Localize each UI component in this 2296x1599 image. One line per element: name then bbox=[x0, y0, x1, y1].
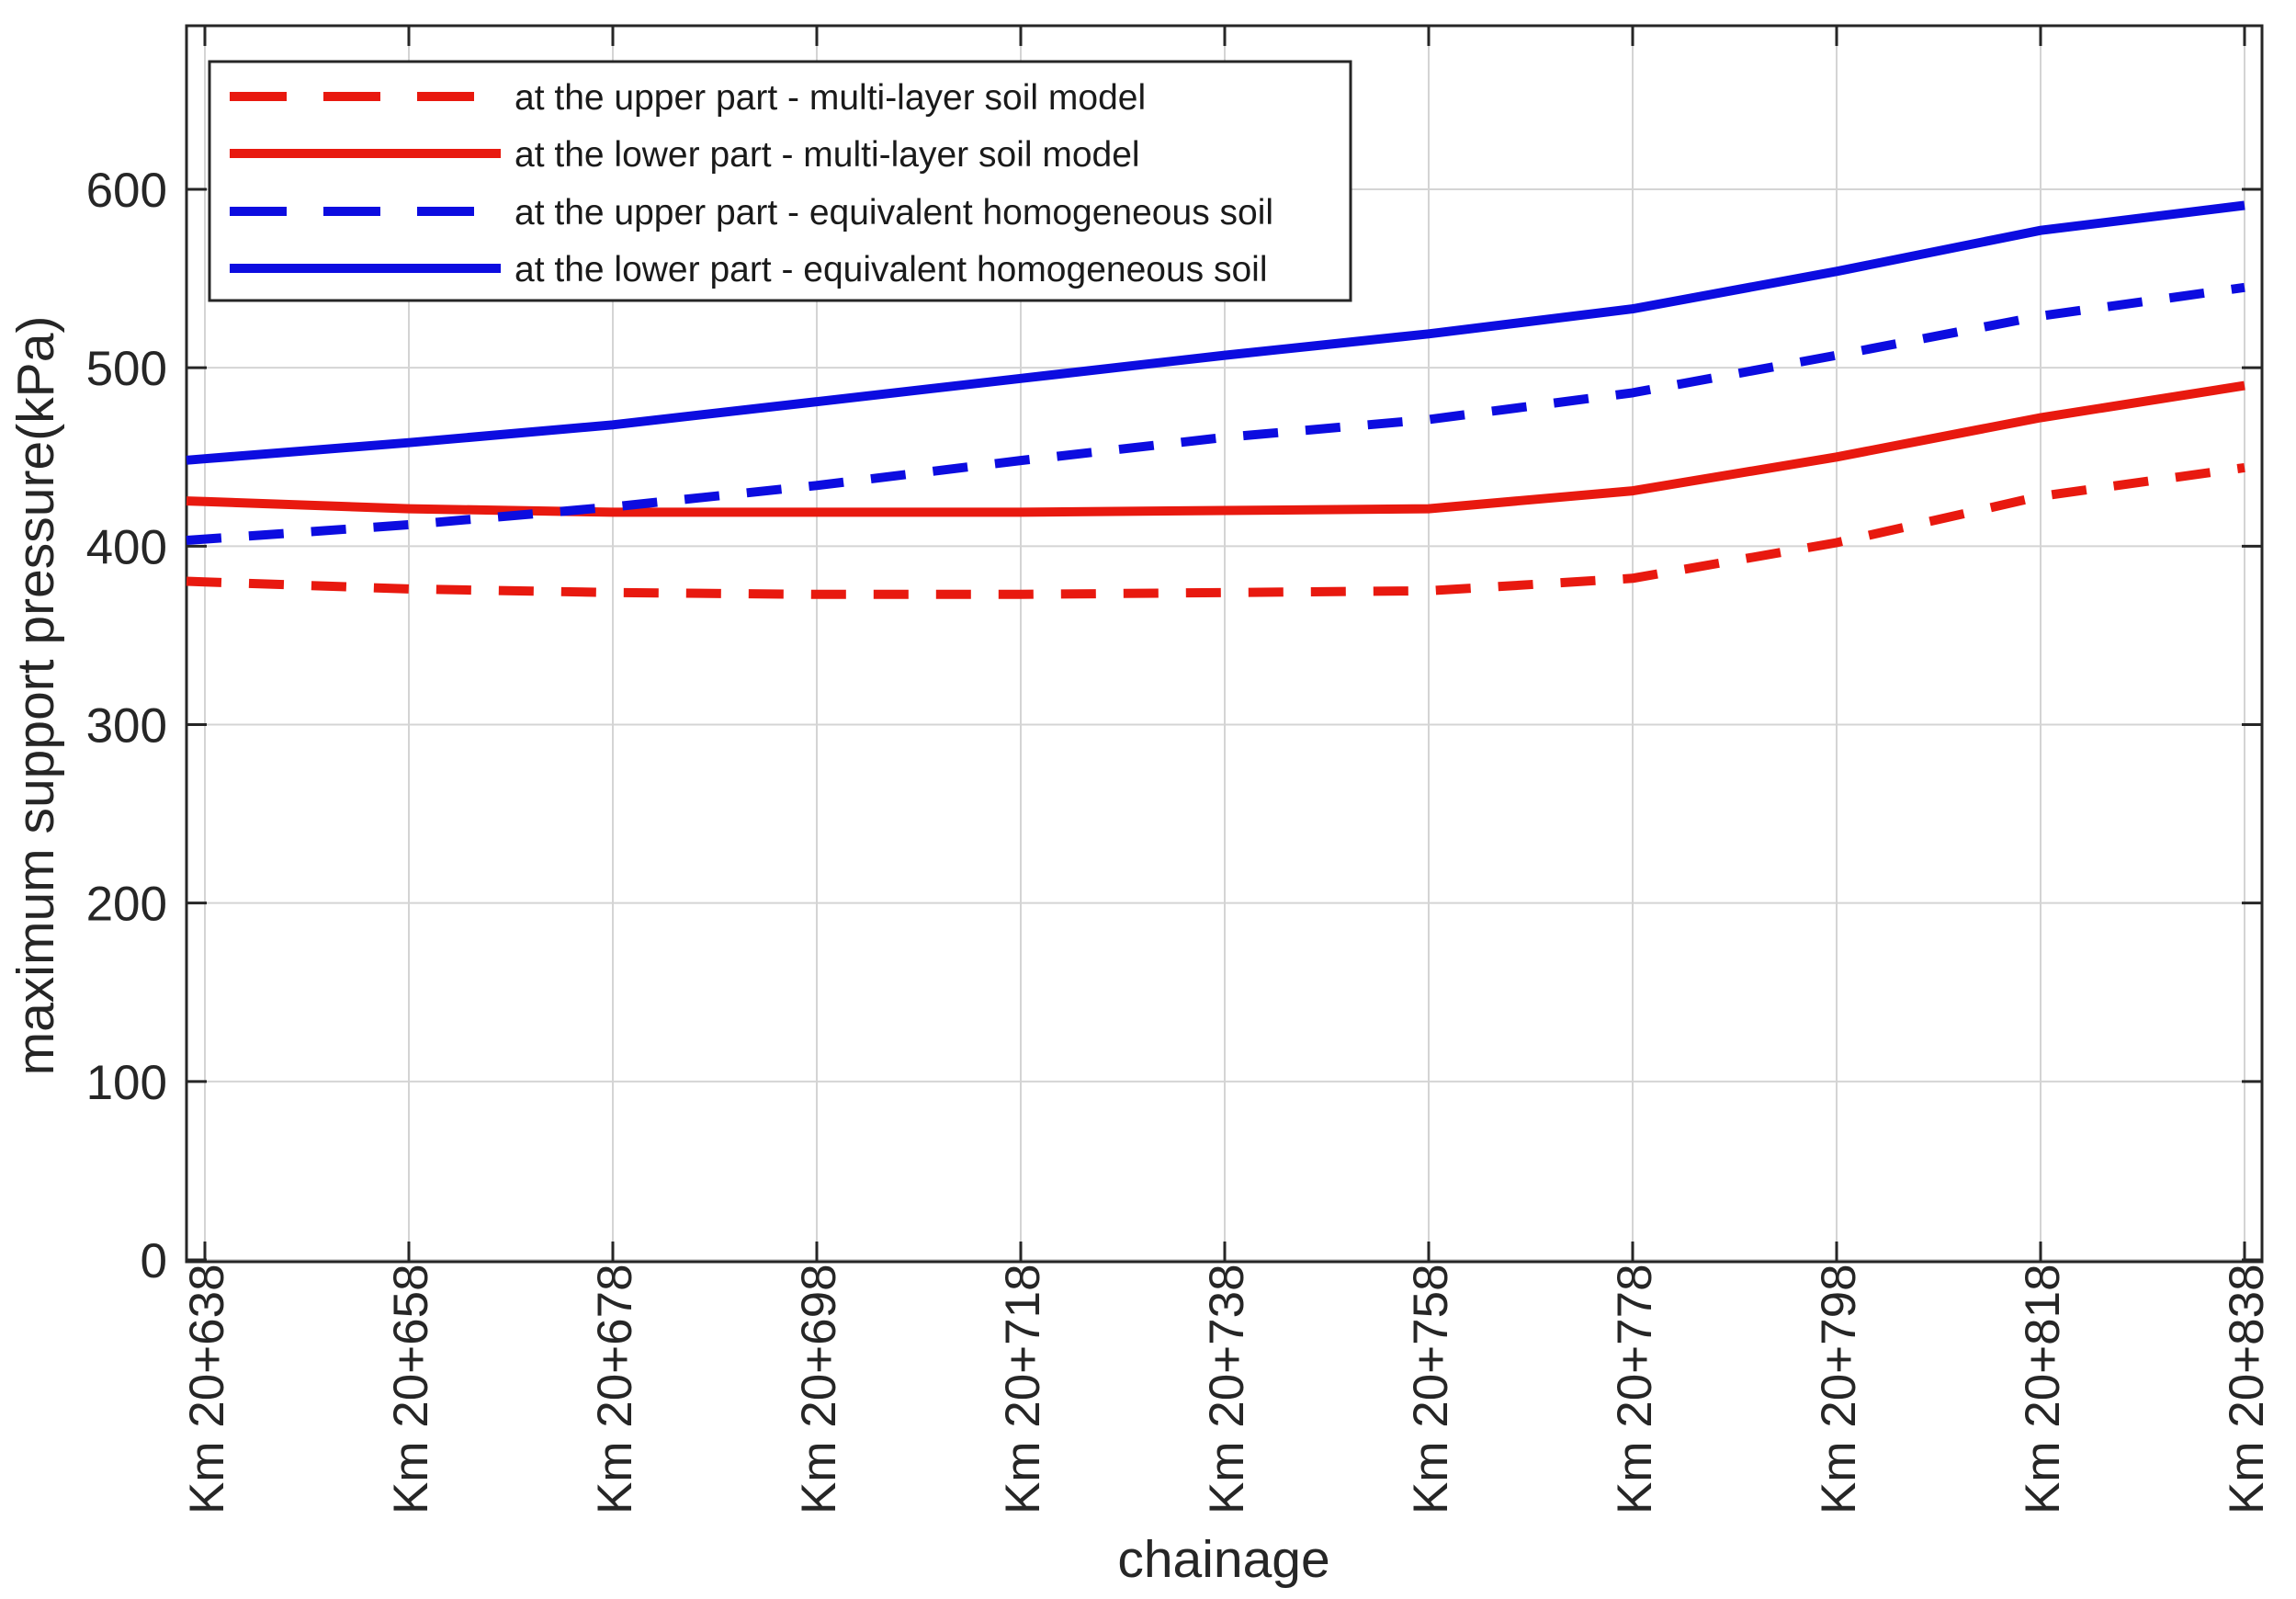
y-tick-label: 600 bbox=[86, 164, 167, 218]
series-line-1 bbox=[186, 380, 2245, 517]
series-line-3 bbox=[186, 200, 2245, 465]
y-tick-label: 300 bbox=[86, 699, 167, 754]
x-tick-label: Km 20+718 bbox=[996, 1264, 1050, 1514]
y-tick-label: 400 bbox=[86, 520, 167, 574]
legend: at the upper part - multi-layer soil mod… bbox=[208, 60, 1352, 302]
x-tick-label: Km 20+658 bbox=[384, 1264, 438, 1514]
y-tick-label: 100 bbox=[86, 1056, 167, 1110]
x-tick-label: Km 20+698 bbox=[792, 1264, 846, 1514]
legend-label: at the upper part - multi-layer soil mod… bbox=[515, 78, 1146, 118]
x-tick-label: Km 20+798 bbox=[1812, 1264, 1866, 1514]
x-tick-labels: Km 20+638 Km 20+658 Km 20+678 Km 20+698 Km 2… bbox=[180, 1264, 2274, 1514]
series-line-2 bbox=[186, 282, 2245, 545]
legend-label: at the upper part - equivalent homogeneo… bbox=[515, 193, 1273, 232]
legend-label: at the lower part - equivalent homogeneo… bbox=[515, 250, 1268, 289]
y-axis-label: maximum support pressure(kPa) bbox=[6, 316, 65, 1076]
x-tick-label: Km 20+738 bbox=[1200, 1264, 1254, 1514]
x-tick-label: Km 20+778 bbox=[1608, 1264, 1662, 1514]
x-tick-label: Km 20+678 bbox=[588, 1264, 642, 1514]
x-axis-label: chainage bbox=[1117, 1530, 1329, 1589]
legend-label: at the lower part - multi-layer soil mod… bbox=[515, 135, 1140, 175]
x-tick-label: Km 20+818 bbox=[2016, 1264, 2070, 1514]
y-tick-label: 200 bbox=[86, 878, 167, 932]
x-tick-label: Km 20+838 bbox=[2220, 1264, 2274, 1514]
series-line-0 bbox=[186, 462, 2245, 599]
legend-row: at the upper part - equivalent homogeneo… bbox=[230, 193, 1273, 232]
legend-row: at the lower part - multi-layer soil mod… bbox=[230, 135, 1140, 175]
x-tick-label: Km 20+758 bbox=[1404, 1264, 1458, 1514]
y-tick-label: 0 bbox=[141, 1234, 167, 1288]
axis-ticks bbox=[187, 26, 2262, 1262]
x-tick-label: Km 20+638 bbox=[180, 1264, 234, 1514]
y-tick-label: 500 bbox=[86, 342, 167, 396]
y-tick-labels: 0 100 200 300 400 500 600 bbox=[86, 164, 167, 1288]
legend-row: at the lower part - equivalent homogeneo… bbox=[230, 250, 1268, 289]
series-lines bbox=[186, 200, 2245, 599]
legend-row: at the upper part - multi-layer soil mod… bbox=[230, 78, 1146, 118]
legend-box bbox=[208, 60, 1352, 302]
